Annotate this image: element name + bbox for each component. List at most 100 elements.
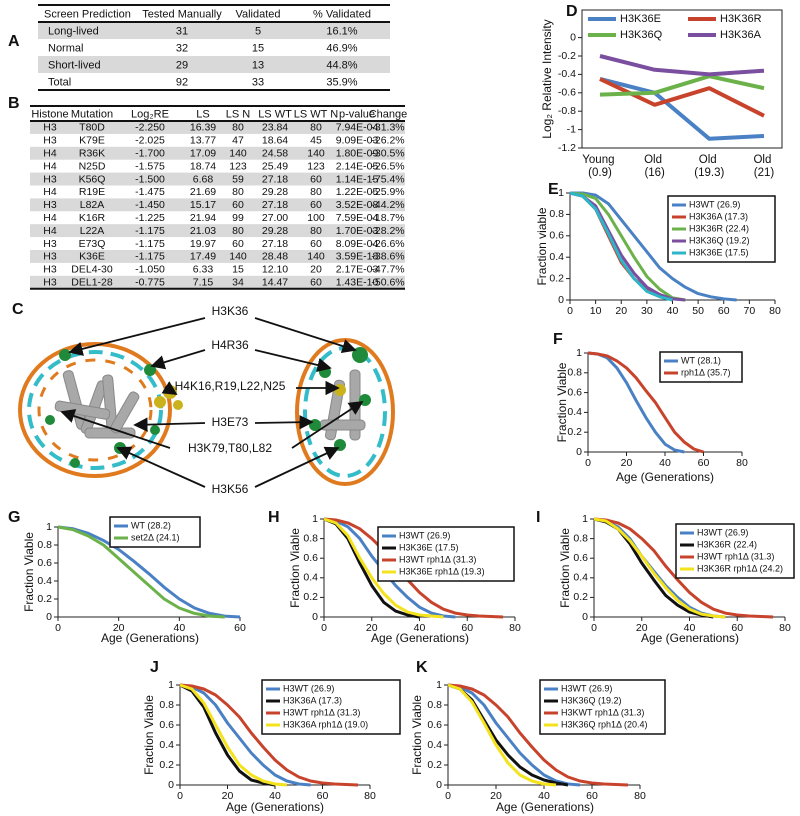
table-cell: H3 <box>43 251 57 263</box>
table-cell: K16R <box>79 212 106 224</box>
series-line <box>179 683 276 787</box>
x-tick-label: 0 <box>55 622 61 634</box>
y-tick-label: 0.6 <box>303 552 318 564</box>
y-tick-label: -0.6 <box>558 87 576 99</box>
y-tick-label: 0.2 <box>573 591 588 603</box>
x-tick-label: 20 <box>222 790 234 802</box>
legend-label: H3K36E rph1Δ (19.3) <box>399 566 485 576</box>
table-cell: 9.09E-03 <box>336 135 379 147</box>
table-cell: -1.450 <box>135 199 165 211</box>
x-tick-label: Young (0.9) <box>582 154 617 179</box>
x-tick-label: 60 <box>586 790 598 802</box>
table-cell: 16.1% <box>326 25 357 37</box>
table-cell: 1.80E-09 <box>336 148 379 160</box>
x-tick-label: 0 <box>567 305 573 317</box>
row-shade <box>30 172 405 186</box>
table-cell: 1.70E-03 <box>336 225 379 237</box>
site-label: H4R36 <box>211 338 249 352</box>
table-cell: -25.9% <box>371 186 404 198</box>
table-cell: DEL4-30 <box>71 264 113 276</box>
table-cell: 28.48 <box>262 251 288 263</box>
table-cell: -1.050 <box>135 264 165 276</box>
y-tick-label: 0.2 <box>427 759 442 771</box>
table-cell: 80 <box>310 225 322 237</box>
table-cell: R19E <box>79 186 105 198</box>
y-tick-label: 0 <box>436 779 442 791</box>
x-tick-label: Old (16) <box>644 154 665 179</box>
table-cell: 18.64 <box>262 135 288 147</box>
legend-label: H3K36E (17.5) <box>689 247 749 257</box>
table-cell: 16.39 <box>190 122 216 134</box>
table-cell: -2.250 <box>135 122 165 134</box>
x-tick-label: 60 <box>718 305 730 317</box>
y-tick-label: 1 <box>582 513 588 525</box>
legend-label: WT (28.1) <box>681 355 721 365</box>
table-cell: H4 <box>43 148 57 160</box>
table-cell: 123 <box>229 160 247 172</box>
x-tick-label: 20 <box>366 622 378 634</box>
panel-label: B <box>8 95 20 112</box>
x-tick-label: 80 <box>736 457 748 469</box>
table-cell: 99 <box>232 212 244 224</box>
table-cell: -1.500 <box>135 173 165 185</box>
table-cell: K79E <box>79 135 105 147</box>
series-line <box>599 74 765 97</box>
table-cell: 8.09E-04 <box>336 238 379 250</box>
table-header: LS WT <box>258 108 292 120</box>
series-line <box>570 191 737 302</box>
y-tick-label: 0.2 <box>549 272 564 284</box>
panel-label: H <box>268 509 280 526</box>
table-cell: Total <box>48 76 71 88</box>
table-cell: -44.2% <box>371 199 404 211</box>
legend-label: H3K36A rph1Δ (19.0) <box>283 719 368 729</box>
table-cell: -1.175 <box>135 251 165 263</box>
y-tick-label: 0.4 <box>427 739 442 751</box>
x-axis-label: Age (Generations) <box>616 470 714 484</box>
y-tick-label: 0.4 <box>159 739 174 751</box>
table-cell: 7.59E-04 <box>336 212 379 224</box>
table-cell: 3.52E-08 <box>336 199 379 211</box>
x-axis-label: Age (Generations) <box>641 631 739 645</box>
table-cell: 29.28 <box>262 186 288 198</box>
x-tick-label: Old (19.3) <box>694 154 724 179</box>
table-cell: 2.17E-03 <box>336 264 379 276</box>
x-tick-label: 80 <box>364 790 376 802</box>
table-cell: Normal <box>48 42 83 54</box>
panel-label: G <box>8 509 20 526</box>
x-tick-label: 80 <box>779 622 791 634</box>
label-line: (0.9) <box>588 167 612 179</box>
table-cell: H3 <box>43 122 57 134</box>
legend-box <box>109 516 201 548</box>
table-cell: -0.775 <box>135 277 165 289</box>
table-cell: H4 <box>43 186 57 198</box>
row-shade <box>30 198 405 212</box>
table-cell: -18.7% <box>371 212 404 224</box>
x-axis-label: Age (Generations) <box>371 631 469 645</box>
table-cell: -26.5% <box>371 160 404 172</box>
table-cell: 13.77 <box>190 135 216 147</box>
series-line <box>57 525 241 619</box>
y-tick-label: 0.6 <box>427 719 442 731</box>
table-cell: H4 <box>43 212 57 224</box>
table-cell: 92 <box>176 76 188 88</box>
table-cell: -38.6% <box>371 251 404 263</box>
legend-label: H3K36E (17.5) <box>399 542 459 552</box>
x-tick-label: 40 <box>269 790 281 802</box>
legend-label: H3K36Q rph1Δ (20.4) <box>561 719 648 729</box>
x-tick-label: 60 <box>461 622 473 634</box>
table-cell: -47.7% <box>371 264 404 276</box>
table-cell: 1.43E-10 <box>336 277 379 289</box>
y-axis-label: Fraction Viable <box>288 528 302 608</box>
x-tick-label: 40 <box>684 622 696 634</box>
panel-label: K <box>416 659 428 676</box>
table-header: LS N <box>226 108 251 120</box>
x-tick-label: 80 <box>509 622 521 634</box>
y-tick-label: 1 <box>46 521 52 533</box>
site-label: H3K56 <box>212 482 249 496</box>
table-cell: 80 <box>232 186 244 198</box>
table-cell: E73Q <box>79 238 106 250</box>
y-tick-label: 1 <box>436 679 442 691</box>
y-tick-label: 0.6 <box>159 719 174 731</box>
table-cell: 1.14E-15 <box>336 173 379 185</box>
